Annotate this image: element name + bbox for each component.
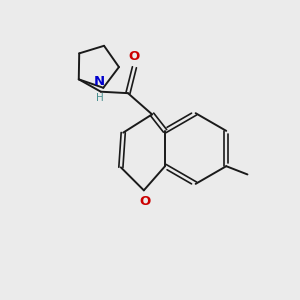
Text: O: O bbox=[140, 195, 151, 208]
Text: N: N bbox=[94, 75, 105, 88]
Text: O: O bbox=[129, 50, 140, 63]
Text: H: H bbox=[95, 93, 103, 103]
